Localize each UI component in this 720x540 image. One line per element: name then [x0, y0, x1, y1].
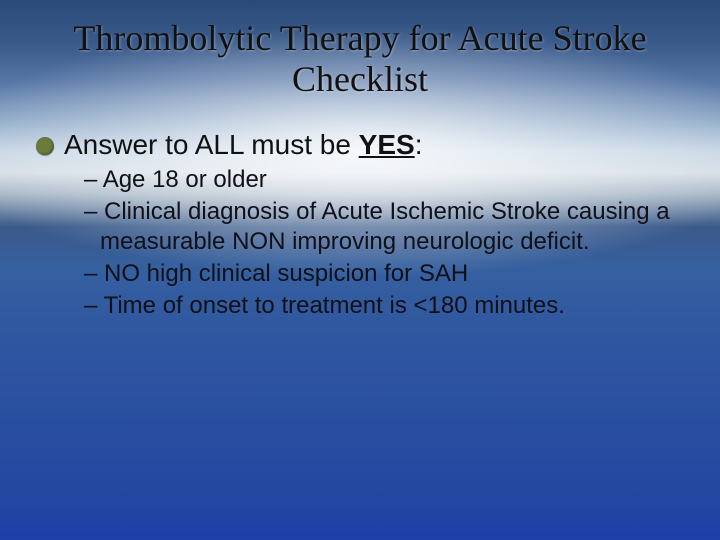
slide: Thrombolytic Therapy for Acute Stroke Ch… — [0, 0, 720, 540]
main-bullet: Answer to ALL must be YES: — [36, 129, 690, 161]
slide-title: Thrombolytic Therapy for Acute Stroke Ch… — [30, 18, 690, 101]
bullet-emphasis: YES — [359, 129, 415, 160]
sub-bullet-item: – Age 18 or older — [84, 165, 690, 196]
bullet-suffix: : — [415, 129, 423, 160]
bullet-dot-icon — [36, 137, 54, 155]
bullet-prefix: Answer to ALL must be — [64, 129, 359, 160]
sub-bullet-item: – NO high clinical suspicion for SAH — [84, 259, 690, 290]
sub-bullet-list: – Age 18 or older – Clinical diagnosis o… — [84, 165, 690, 322]
main-bullet-text: Answer to ALL must be YES: — [64, 129, 422, 161]
sub-bullet-item: – Time of onset to treatment is <180 min… — [84, 291, 690, 322]
sub-bullet-item: – Clinical diagnosis of Acute Ischemic S… — [84, 197, 690, 258]
